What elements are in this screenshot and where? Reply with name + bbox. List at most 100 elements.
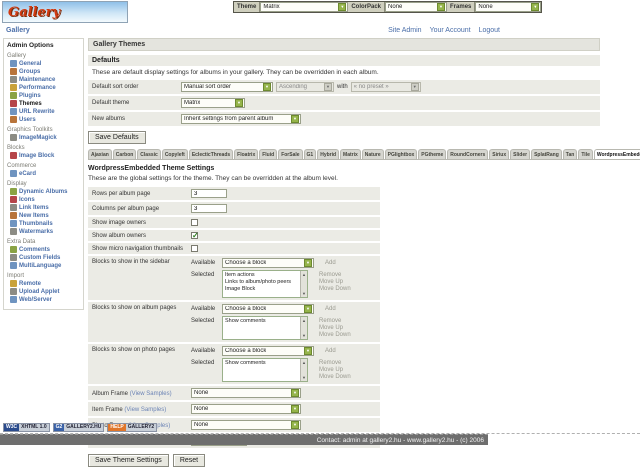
item-frame-select[interactable]: None ▼ (191, 404, 301, 414)
list-item[interactable]: Links to album/photo peers (225, 279, 292, 285)
sidebar-item-multilanguage[interactable]: MultiLanguage (10, 262, 81, 269)
tab-hybrid[interactable]: Hybrid (317, 149, 340, 159)
tab-splatrang[interactable]: SplatRang (531, 149, 562, 159)
tab-ajaxian[interactable]: Ajaxian (88, 149, 112, 159)
sidebar-blocks-available-select[interactable]: Choose a block ▼ (222, 258, 314, 268)
album-blocks-move-down-link[interactable]: Move Down (319, 332, 351, 338)
help-gallery2-badge[interactable]: HELP GALLERY2 (107, 423, 158, 432)
sidebar-item-groups[interactable]: Groups (10, 68, 81, 75)
sidebar-item-themes[interactable]: Themes (10, 100, 81, 107)
sidebar-item-custom-fields[interactable]: Custom Fields (10, 254, 81, 261)
columns-per-page-input[interactable] (191, 204, 227, 213)
sidebar-item-link-items[interactable]: Link Items (10, 204, 81, 211)
tab-matrix[interactable]: Matrix (340, 149, 361, 159)
listbox-scrollbar[interactable]: ▲ ▼ (300, 271, 307, 297)
tab-nature[interactable]: Nature (361, 149, 384, 159)
tab-classic[interactable]: Classic (137, 149, 161, 159)
rows-per-page-input[interactable] (191, 189, 227, 198)
breadcrumb-gallery-link[interactable]: Gallery (6, 26, 30, 34)
sort-preset-select[interactable]: « no preset » ▼ (350, 82, 421, 92)
sidebar-blocks-move-up-link[interactable]: Move Up (319, 279, 344, 285)
photo-blocks-available-select[interactable]: Choose a block ▼ (222, 346, 314, 356)
photo-blocks-move-up-link[interactable]: Move Up (319, 367, 344, 373)
sidebar-blocks-add-link[interactable]: Add (325, 260, 336, 266)
save-theme-settings-button[interactable]: Save Theme Settings (88, 454, 169, 467)
sidebar-item-new-items[interactable]: New Items (10, 212, 81, 219)
list-item[interactable]: Show comments (225, 360, 266, 366)
sidebar-item-performance[interactable]: Performance (10, 84, 81, 91)
tab-wordpressembedded[interactable]: WordpressEmbedded (593, 149, 640, 159)
scroll-down-icon[interactable]: ▼ (302, 291, 306, 296)
sidebar-item-upload-applet[interactable]: Upload Applet (10, 288, 81, 295)
scroll-down-icon[interactable]: ▼ (302, 375, 306, 380)
gallery-logo[interactable]: Gallery (2, 1, 128, 23)
logout-link[interactable]: Logout (478, 26, 500, 34)
tab-carbon[interactable]: Carbon (112, 149, 137, 159)
sort-order-select[interactable]: Manual sort order ▼ (181, 82, 273, 92)
sidebar-item-ecard[interactable]: eCard (10, 170, 81, 177)
save-defaults-button[interactable]: Save Defaults (88, 131, 146, 144)
sidebar-item-thumbnails[interactable]: Thumbnails (10, 220, 81, 227)
w3c-xhtml-badge[interactable]: W3C XHTML 1.0 (3, 423, 50, 432)
sidebar-item-icons[interactable]: Icons (10, 196, 81, 203)
tab-g1[interactable]: G1 (303, 149, 317, 159)
listbox-scrollbar[interactable]: ▲ ▼ (300, 317, 307, 339)
album-blocks-add-link[interactable]: Add (325, 306, 336, 312)
item-frame-view-samples-link[interactable]: (View Samples) (124, 406, 167, 413)
tab-eclecticthreads[interactable]: EclecticThreads (188, 149, 234, 159)
album-frame-select[interactable]: None ▼ (191, 388, 301, 398)
tab-roundcorners[interactable]: RoundCorners (447, 149, 489, 159)
show-album-owners-checkbox[interactable] (191, 231, 199, 240)
sidebar-blocks-remove-link[interactable]: Remove (319, 272, 342, 278)
tab-slider[interactable]: Slider (510, 149, 531, 159)
sidebar-item-image-block[interactable]: Image Block (10, 152, 81, 159)
sidebar-item-comments[interactable]: Comments (10, 246, 81, 253)
photo-blocks-move-down-link[interactable]: Move Down (319, 374, 351, 380)
tab-copyleft[interactable]: Copyleft (161, 149, 188, 159)
site-admin-link[interactable]: Site Admin (388, 26, 422, 34)
photo-blocks-selected-listbox[interactable]: Show comments ▲ ▼ (222, 358, 308, 382)
sidebar-item-remote[interactable]: Remote (10, 280, 81, 287)
show-micro-nav-checkbox[interactable] (191, 245, 198, 252)
album-blocks-move-up-link[interactable]: Move Up (319, 325, 344, 331)
sort-direction-select[interactable]: Ascending ▼ (276, 82, 334, 92)
album-blocks-selected-listbox[interactable]: Show comments ▲ ▼ (222, 316, 308, 340)
tab-tan[interactable]: Tan (562, 149, 578, 159)
photo-frame-select[interactable]: None ▼ (191, 420, 301, 430)
tab-fluid[interactable]: Fluid (259, 149, 278, 159)
listbox-scrollbar[interactable]: ▲ ▼ (300, 359, 307, 381)
photo-blocks-remove-link[interactable]: Remove (319, 360, 342, 366)
sidebar-item-imagemagick[interactable]: ImageMagick (10, 134, 81, 141)
tab-pglightbox[interactable]: PGlightbox (384, 149, 418, 159)
gallery2-badge[interactable]: G2 GALLERY2.HU (52, 423, 105, 432)
default-theme-select[interactable]: Matrix ▼ (181, 98, 245, 108)
scroll-up-icon[interactable]: ▲ (302, 272, 306, 277)
tab-floatrix[interactable]: Floatrix (234, 149, 259, 159)
sidebar-item-dynamic-albums[interactable]: Dynamic Albums (10, 188, 81, 195)
tab-pgtheme[interactable]: PGtheme (418, 149, 447, 159)
list-item[interactable]: Image Block (225, 286, 256, 292)
scroll-down-icon[interactable]: ▼ (302, 333, 306, 338)
reset-button[interactable]: Reset (172, 454, 206, 467)
scroll-up-icon[interactable]: ▲ (302, 360, 306, 365)
tab-siriux[interactable]: Siriux (489, 149, 510, 159)
sidebar-item-plugins[interactable]: Plugins (10, 92, 81, 99)
album-frame-view-samples-link[interactable]: (View Samples) (129, 390, 172, 397)
tab-tile[interactable]: Tile (578, 149, 593, 159)
sidebar-item-maintenance[interactable]: Maintenance (10, 76, 81, 83)
your-account-link[interactable]: Your Account (429, 26, 471, 34)
sidebar-blocks-move-down-link[interactable]: Move Down (319, 286, 351, 292)
sidebar-blocks-selected-listbox[interactable]: Item actions Links to album/photo peers … (222, 270, 308, 298)
photo-blocks-add-link[interactable]: Add (325, 348, 336, 354)
sidebar-item-watermarks[interactable]: Watermarks (10, 228, 81, 235)
sidebar-item-users[interactable]: Users (10, 116, 81, 123)
tab-forsale[interactable]: ForSale (278, 149, 303, 159)
sidebar-item-web-server[interactable]: Web/Server (10, 296, 81, 303)
frames-select[interactable]: None ▼ (475, 2, 542, 12)
sidebar-item-url-rewrite[interactable]: URL Rewrite (10, 108, 81, 115)
album-blocks-available-select[interactable]: Choose a block ▼ (222, 304, 314, 314)
list-item[interactable]: Show comments (225, 318, 266, 324)
show-image-owners-checkbox[interactable] (191, 219, 198, 226)
list-item[interactable]: Item actions (225, 272, 255, 278)
theme-select[interactable]: Matrix ▼ (260, 2, 349, 12)
